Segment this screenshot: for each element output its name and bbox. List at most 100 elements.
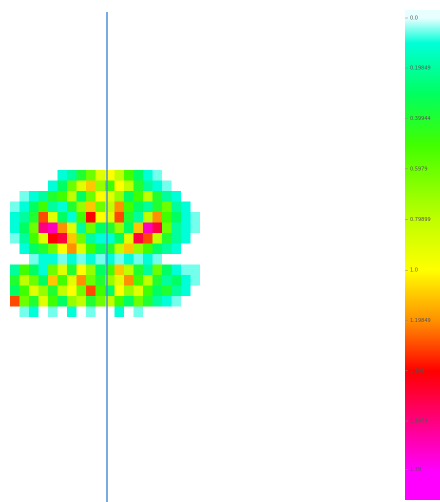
heatmap-cell <box>29 222 39 233</box>
heatmap-cell <box>114 254 124 265</box>
heatmap-cell <box>19 201 29 212</box>
heatmap-cell <box>76 264 86 275</box>
heatmap-cell <box>57 243 67 254</box>
heatmap-cell <box>181 264 191 275</box>
heatmap-cell <box>38 296 48 307</box>
heatmap-cell <box>57 191 67 202</box>
heatmap-cell <box>95 191 105 202</box>
heatmap-cell <box>105 233 115 244</box>
heatmap-cell <box>19 191 29 202</box>
heatmap-cell <box>67 212 77 223</box>
heatmap-cell <box>133 264 143 275</box>
heatmap-cell <box>95 201 105 212</box>
heatmap-cell <box>95 285 105 296</box>
colorbar-tick-label: 1.0 <box>410 268 418 274</box>
heatmap-cell <box>152 285 162 296</box>
heatmap-cell <box>162 191 172 202</box>
heatmap-cell <box>19 275 29 286</box>
heatmap-cell <box>10 264 20 275</box>
heatmap-cell <box>114 306 124 317</box>
heatmap-cell <box>162 264 172 275</box>
heatmap-cell <box>38 201 48 212</box>
heatmap-cell <box>29 306 39 317</box>
heatmap-cell <box>105 170 115 181</box>
heatmap-cell <box>105 222 115 233</box>
heatmap-cell <box>86 180 96 191</box>
heatmap-cell <box>143 233 153 244</box>
heatmap-cell <box>95 222 105 233</box>
heatmap-cell <box>76 201 86 212</box>
heatmap-cell <box>124 296 134 307</box>
heatmap-cell <box>105 296 115 307</box>
heatmap-cell <box>114 201 124 212</box>
heatmap-cell <box>19 222 29 233</box>
heatmap-cell <box>86 296 96 307</box>
heatmap-cell <box>67 191 77 202</box>
heatmap-cell <box>143 296 153 307</box>
heatmap-cell <box>171 212 181 223</box>
heatmap-cell <box>143 201 153 212</box>
heatmap-cell <box>67 201 77 212</box>
heatmap-cell <box>181 233 191 244</box>
heatmap-cell <box>95 180 105 191</box>
heatmap-cell <box>124 212 134 223</box>
heatmap-cell <box>190 212 200 223</box>
heatmap-cell <box>10 285 20 296</box>
heatmap-cell <box>38 243 48 254</box>
heatmap-cell <box>76 233 86 244</box>
heatmap-cell <box>162 201 172 212</box>
heatmap-cell <box>76 296 86 307</box>
heatmap-cell <box>67 170 77 181</box>
heatmap-cell <box>171 285 181 296</box>
heatmap-cell <box>114 180 124 191</box>
heatmap-cell <box>48 306 58 317</box>
heatmap-cell <box>86 264 96 275</box>
heatmap-cell <box>143 275 153 286</box>
heatmap-cell <box>48 243 58 254</box>
heatmap-cell <box>86 212 96 223</box>
heatmap-cell <box>124 170 134 181</box>
heatmap-cell <box>143 264 153 275</box>
heatmap-cell <box>48 201 58 212</box>
heatmap-cell <box>57 233 67 244</box>
heatmap-cell <box>143 170 153 181</box>
heatmap-cell <box>143 191 153 202</box>
heatmap-cell <box>76 180 86 191</box>
heatmap-cell <box>57 222 67 233</box>
heatmap-cell <box>133 170 143 181</box>
heatmap-cell <box>67 285 77 296</box>
colorbar-tick-label: 0.79899 <box>410 217 431 223</box>
heatmap-cell <box>38 254 48 265</box>
heatmap-cell <box>133 201 143 212</box>
heatmap-cell <box>124 233 134 244</box>
heatmap-cell <box>95 275 105 286</box>
heatmap-cell <box>124 243 134 254</box>
heatmap-cell <box>114 170 124 181</box>
heatmap-cell <box>162 222 172 233</box>
heatmap-cell <box>67 296 77 307</box>
heatmap-cell <box>171 296 181 307</box>
heatmap-cell <box>29 296 39 307</box>
heatmap-cell <box>105 191 115 202</box>
heatmap-cell <box>133 212 143 223</box>
heatmap-cell <box>19 285 29 296</box>
heatmap-cell <box>152 222 162 233</box>
heatmap-cell <box>95 170 105 181</box>
heatmap-cell <box>171 191 181 202</box>
heatmap-cell <box>38 264 48 275</box>
heatmap-cell <box>48 233 58 244</box>
heatmap-cell <box>76 243 86 254</box>
heatmap-cell <box>133 222 143 233</box>
heatmap-cell <box>152 180 162 191</box>
heatmap-cell <box>143 285 153 296</box>
heatmap-cell <box>152 254 162 265</box>
heatmap-cell <box>133 306 143 317</box>
heatmap-cell <box>48 222 58 233</box>
heatmap-cell <box>105 275 115 286</box>
heatmap-cell <box>29 285 39 296</box>
heatmap-cell <box>38 191 48 202</box>
heatmap-cell <box>67 306 77 317</box>
heatmap-cell <box>152 264 162 275</box>
heatmap-cell <box>124 201 134 212</box>
heatmap-cell <box>124 264 134 275</box>
